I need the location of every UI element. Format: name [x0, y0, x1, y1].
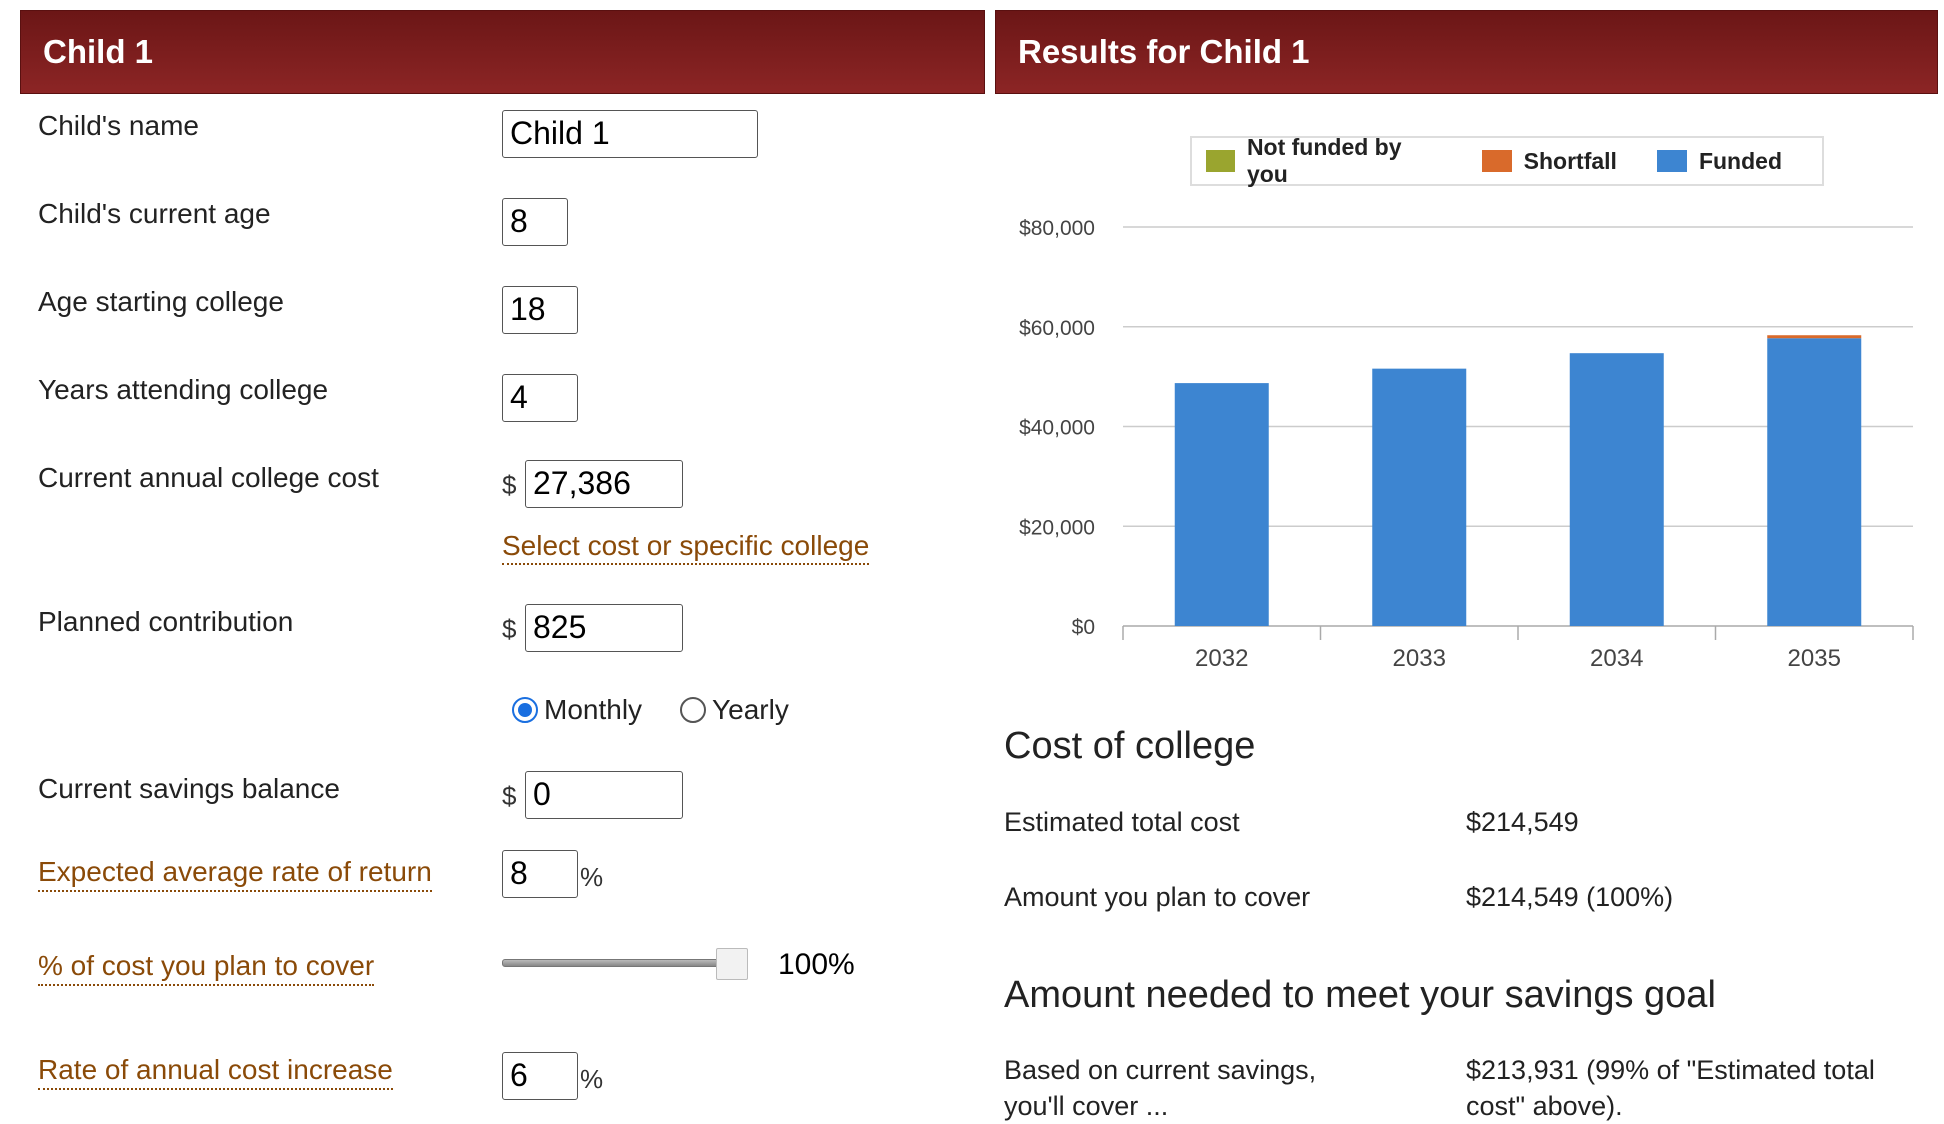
- yearly-radio-dot[interactable]: [680, 697, 707, 723]
- legend-funded-swatch: [1656, 150, 1687, 172]
- based-savings-label-line2: you'll cover ...: [1004, 1091, 1169, 1121]
- child-panel-title: Child 1: [43, 33, 154, 70]
- years-attending-label: Years attending college: [38, 374, 329, 405]
- x-tick-label: 2032: [1195, 645, 1248, 672]
- results-panel-title: Results for Child 1: [1018, 33, 1310, 70]
- contribution-input[interactable]: 825: [525, 604, 683, 652]
- monthly-radio[interactable]: Monthly: [512, 694, 642, 726]
- results-panel-header: Results for Child 1: [995, 10, 1938, 94]
- rate-of-return-label[interactable]: Expected average rate of return: [38, 856, 432, 892]
- current-age-label: Child's current age: [38, 198, 271, 229]
- child-name-label: Child's name: [38, 110, 199, 141]
- y-tick-label: $80,000: [1019, 217, 1095, 240]
- yearly-radio[interactable]: Yearly: [680, 694, 789, 726]
- cost-increase-suffix: %: [580, 1064, 604, 1094]
- monthly-radio-label[interactable]: Monthly: [544, 694, 643, 725]
- bar-funded: [1372, 368, 1467, 626]
- percent-cover-slider-thumb[interactable]: [716, 948, 748, 980]
- based-savings-value-line2: cost" above).: [1466, 1091, 1623, 1121]
- based-savings-value: $213,931 (99% of "Estimated total cost" …: [1466, 1052, 1875, 1124]
- legend-shortfall-swatch: [1481, 150, 1512, 172]
- years-attending-input[interactable]: 4: [502, 374, 578, 422]
- rate-of-return-suffix: %: [580, 862, 604, 892]
- monthly-radio-dot[interactable]: [512, 697, 538, 723]
- goal-section-title: Amount needed to meet your savings goal: [1004, 974, 1716, 1016]
- legend-shortfall: Shortfall: [1481, 147, 1617, 175]
- cost-section-title: Cost of college: [1004, 725, 1256, 767]
- bar-funded: [1174, 383, 1269, 626]
- cost-increase-input[interactable]: 6: [502, 1052, 578, 1100]
- percent-cover-value: 100%: [778, 948, 855, 981]
- x-tick-label: 2035: [1788, 645, 1841, 672]
- y-tick-label: $0: [1072, 616, 1095, 639]
- chart-legend: Not funded by you Shortfall Funded: [1190, 134, 1824, 188]
- legend-not-funded: Not funded by you: [1206, 134, 1442, 188]
- age-starting-label: Age starting college: [38, 286, 284, 317]
- savings-balance-prefix: $: [502, 781, 517, 811]
- based-savings-value-line1: $213,931 (99% of "Estimated total: [1466, 1055, 1875, 1085]
- estimated-cost-label: Estimated total cost: [1004, 807, 1240, 837]
- estimated-cost-value: $214,549: [1466, 807, 1579, 837]
- savings-balance-label: Current savings balance: [38, 773, 340, 804]
- based-savings-label: Based on current savings, you'll cover .…: [1004, 1052, 1316, 1124]
- contribution-frequency: Monthly Yearly: [512, 694, 827, 726]
- bar-funded: [1569, 353, 1664, 626]
- bar-shortfall: [1767, 335, 1862, 339]
- annual-cost-input[interactable]: 27,386: [525, 460, 683, 508]
- legend-funded: Funded: [1656, 147, 1782, 175]
- college-cost-chart: $0 $20,000 $40,000 $60,000 $80,000 2032 2033 20…: [1019, 217, 1914, 672]
- plan-cover-label: Amount you plan to cover: [1004, 882, 1311, 912]
- child-panel-header: Child 1: [20, 10, 985, 94]
- cost-increase-label[interactable]: Rate of annual cost increase: [38, 1054, 393, 1090]
- legend-funded-label: Funded: [1698, 147, 1782, 174]
- percent-cover-label[interactable]: % of cost you plan to cover: [38, 950, 375, 986]
- percent-cover-slider-track[interactable]: [502, 959, 720, 967]
- savings-balance-input[interactable]: 0: [525, 771, 683, 819]
- annual-cost-prefix: $: [502, 470, 517, 500]
- y-tick-label: $60,000: [1019, 317, 1095, 340]
- legend-shortfall-label: Shortfall: [1523, 147, 1617, 174]
- age-starting-input[interactable]: 18: [502, 286, 578, 334]
- legend-not-funded-label: Not funded by you: [1246, 134, 1402, 187]
- contribution-prefix: $: [502, 614, 517, 644]
- y-tick-label: $40,000: [1019, 417, 1095, 440]
- x-tick-label: 2033: [1393, 645, 1446, 672]
- yearly-radio-label[interactable]: Yearly: [712, 694, 789, 725]
- x-tick-label: 2034: [1590, 645, 1643, 672]
- rate-of-return-input[interactable]: 8: [502, 850, 578, 898]
- child-name-input[interactable]: Child 1: [502, 110, 758, 158]
- select-cost-link[interactable]: Select cost or specific college: [502, 530, 870, 565]
- bar-funded: [1767, 338, 1862, 626]
- based-savings-label-line1: Based on current savings,: [1004, 1055, 1317, 1085]
- contribution-label: Planned contribution: [38, 606, 294, 637]
- annual-cost-label: Current annual college cost: [38, 462, 379, 493]
- plan-cover-value: $214,549 (100%): [1466, 882, 1674, 912]
- current-age-input[interactable]: 8: [502, 198, 568, 246]
- legend-not-funded-swatch: [1206, 150, 1235, 172]
- y-tick-label: $20,000: [1019, 516, 1095, 539]
